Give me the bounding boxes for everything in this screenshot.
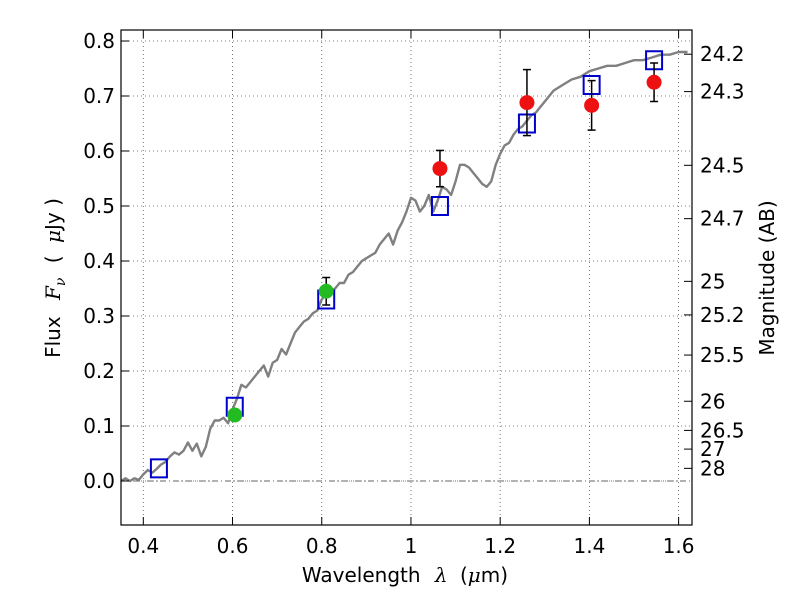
magnitude-tick-label: 25.2	[700, 303, 745, 327]
y-tick-label: 0.2	[83, 359, 115, 383]
y-axis-label: Flux Fν ( μJy )	[41, 198, 70, 358]
x-tick-label: 1.4	[573, 534, 605, 558]
magnitude-tick-label: 26.5	[700, 418, 745, 442]
x-tick-label: 0.6	[217, 534, 249, 558]
model-photometry-square	[149, 458, 168, 479]
y-axis-ticks: 0.0 0.1 0.2 0.3 0.4 0.5 0.6 0.7 0.8	[83, 29, 129, 493]
x-tick-label: 1	[405, 534, 418, 558]
magnitude-tick-label: 24.5	[700, 153, 745, 177]
x-tick-label: 0.4	[127, 534, 159, 558]
x-tick-label: 1.6	[663, 534, 695, 558]
y-tick-label: 0.8	[83, 29, 115, 53]
magnitude-tick-label: 24.3	[700, 80, 745, 104]
magnitude-tick-label: 28	[700, 456, 725, 480]
y-tick-label: 0.3	[83, 304, 115, 328]
magnitude-tick-label: 24.2	[700, 42, 745, 66]
y-tick-label: 0.4	[83, 249, 115, 273]
observed-flux-point	[227, 407, 243, 423]
x-tick-label: 0.8	[306, 534, 338, 558]
y-tick-label: 0.6	[83, 139, 115, 163]
grid-lines	[121, 30, 692, 525]
magnitude-tick-label: 25	[700, 269, 725, 293]
observed-flux-point	[318, 283, 334, 299]
magnitude-tick-label: 27	[700, 437, 725, 461]
data-series	[120, 50, 688, 483]
observed-flux-point	[646, 74, 662, 90]
y-tick-label: 0.1	[83, 414, 115, 438]
magnitude-tick-label: 26	[700, 389, 725, 413]
magnitude-tick-label: 24.7	[700, 207, 745, 231]
y-tick-label: 0.7	[83, 84, 115, 108]
observed-flux-point	[432, 161, 448, 177]
model-sed-line	[120, 50, 688, 483]
magnitude-axis-label: Magnitude (AB)	[755, 200, 779, 355]
magnitude-tick-label: 25.5	[700, 343, 745, 367]
x-axis-label: Wavelength λ (μm)	[302, 563, 508, 587]
x-tick-label: 1.2	[484, 534, 516, 558]
x-axis-ticks: 0.4 0.6 0.8 1 1.2 1.4 1.6	[127, 30, 695, 558]
plot-frame	[120, 29, 693, 526]
model-photometry-square	[430, 196, 449, 216]
observed-flux-point	[584, 97, 600, 113]
y-tick-label: 0.0	[83, 469, 115, 493]
y-tick-label: 0.5	[83, 194, 115, 218]
observed-flux-point	[519, 95, 535, 111]
